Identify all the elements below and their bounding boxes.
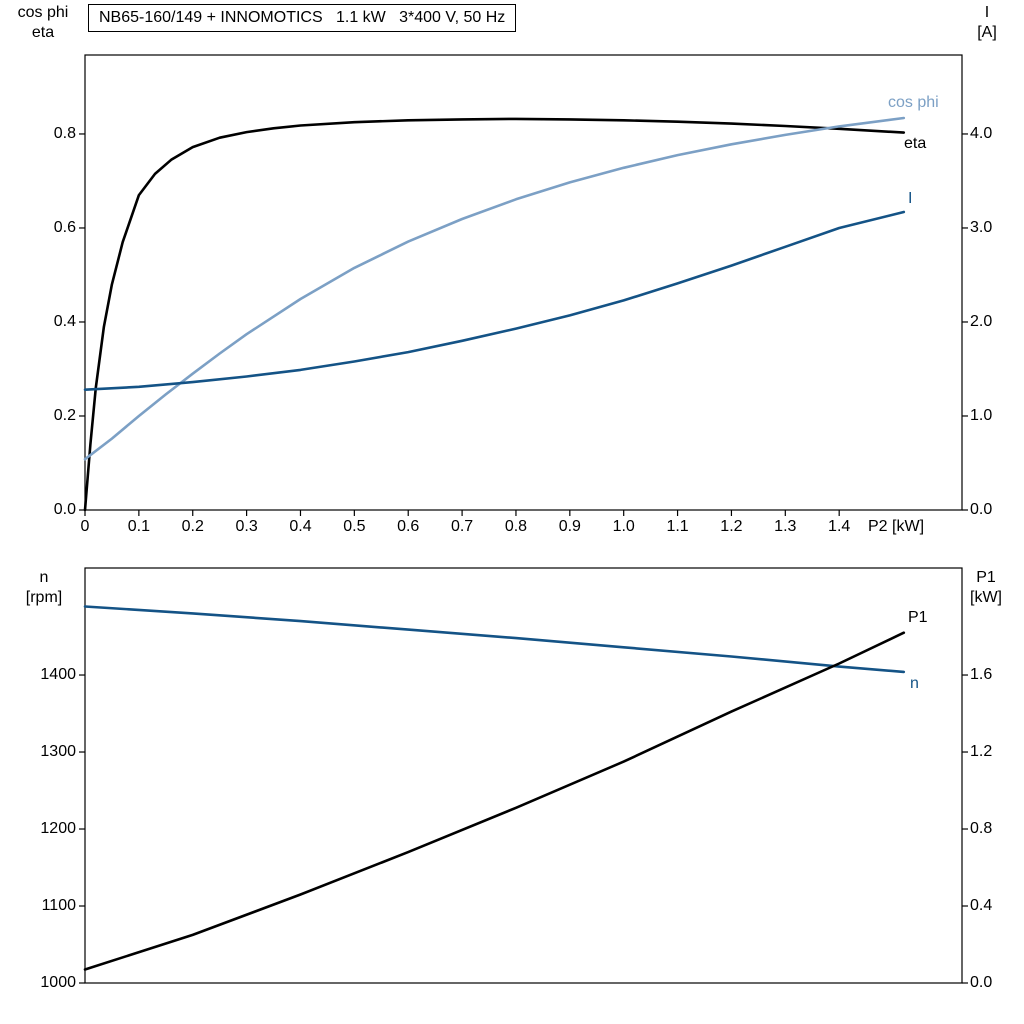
curve-I <box>83 210 906 391</box>
speed-axis-title-line2: [rpm] <box>25 589 63 606</box>
speed-axis-title-line1: n <box>39 569 49 586</box>
curve-label-p1: P1 <box>908 609 928 626</box>
right-axis-title-line2: [A] <box>977 24 997 41</box>
left-axis-title-line2: eta <box>31 24 55 41</box>
chart-title-box: NB65-160/149 + INNOMOTICS 1.1 kW 3*400 V… <box>88 4 517 32</box>
power-axis-title-line1: P1 <box>976 569 996 586</box>
right-axis-title-line1: I <box>984 4 990 21</box>
curve-P1 <box>83 631 906 971</box>
top-left-axis-title: cos phi eta <box>6 3 80 43</box>
curve-label-eta: eta <box>904 135 927 152</box>
top-right-axis-title: I [A] <box>960 3 1014 43</box>
curve-cos-phi <box>83 116 906 461</box>
power-axis-title-line2: [kW] <box>970 589 1002 606</box>
plot-frame <box>84 54 963 511</box>
curve-label-current: I <box>908 190 913 207</box>
plot-frame <box>84 567 963 984</box>
curve-n <box>83 605 906 674</box>
bottom-left-axis-title: n [rpm] <box>10 568 78 608</box>
bottom-right-axis-title: P1 [kW] <box>956 568 1016 608</box>
left-axis-title-line1: cos phi <box>17 4 69 21</box>
x-axis-label: P2 [kW] <box>868 518 925 535</box>
curve-eta <box>83 117 906 512</box>
curve-label-cos-phi: cos phi <box>888 94 939 111</box>
curve-label-speed: n <box>910 675 919 692</box>
